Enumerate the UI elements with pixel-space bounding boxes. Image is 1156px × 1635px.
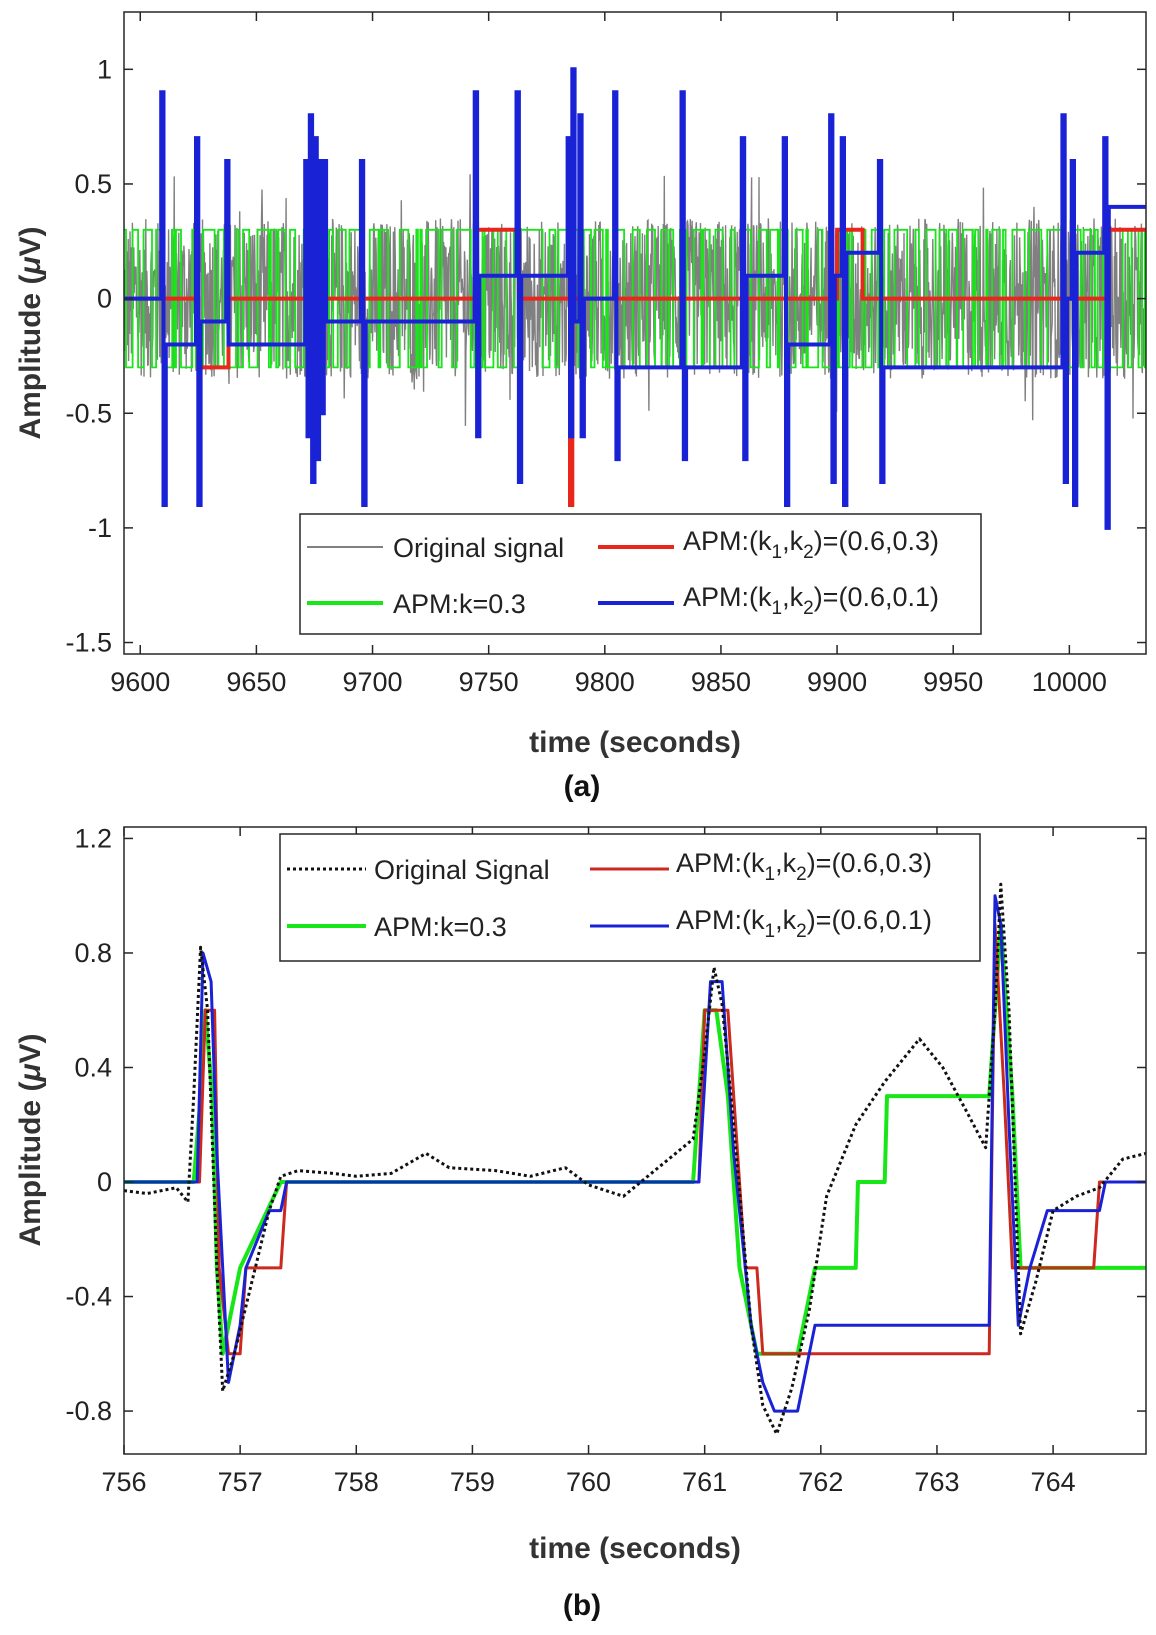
series-apm-k06-03-b bbox=[124, 922, 1146, 1356]
series-group-a bbox=[124, 67, 1146, 530]
y-tick-label-a: 0 bbox=[97, 284, 112, 314]
legend-box-b bbox=[279, 833, 981, 962]
axes-frame-a bbox=[123, 11, 1147, 655]
x-tick-label-b: 759 bbox=[450, 1467, 495, 1497]
x-tick-label-b: 756 bbox=[101, 1467, 146, 1497]
series-apm-k06-01-b bbox=[124, 894, 1146, 1413]
axis-ticks-b: 756 757 758 759 760 761 762 763 764 1.2 0.8 0.4 0 -0.… bbox=[65, 823, 1146, 1497]
legend-label-original-b: Original Signal bbox=[374, 855, 550, 885]
x-axis-label-a: time (seconds) bbox=[529, 726, 741, 759]
caption-a: (a) bbox=[564, 770, 601, 803]
x-tick-label-a: 9600 bbox=[110, 667, 170, 697]
x-axis-label-b: time (seconds) bbox=[529, 1532, 741, 1565]
axes-frame-b bbox=[123, 826, 1147, 1455]
x-tick-label-a: 9700 bbox=[342, 667, 402, 697]
x-tick-label-b: 761 bbox=[682, 1467, 727, 1497]
legend-label-green: APM:k=0.3 bbox=[393, 589, 526, 619]
legend-box-a bbox=[299, 513, 982, 635]
y-axis-label-a: Amplitude (μV) bbox=[14, 226, 47, 439]
legend-label-blue-b: APM:(k1,k2)=(0.6,0.1) bbox=[676, 905, 932, 942]
x-tick-label-a: 9750 bbox=[459, 667, 519, 697]
legend-b: Original Signal APM:(k1,k2)=(0.6,0.3) AP… bbox=[279, 833, 981, 962]
x-tick-label-b: 764 bbox=[1031, 1467, 1076, 1497]
x-tick-label-b: 760 bbox=[566, 1467, 611, 1497]
x-tick-label-b: 758 bbox=[334, 1467, 379, 1497]
chart-a: 9600 9650 9700 9750 9800 9850 9900 9950 10000 1 0.… bbox=[14, 11, 1147, 803]
x-tick-label-a: 9850 bbox=[691, 667, 751, 697]
x-tick-label-b: 757 bbox=[218, 1467, 263, 1497]
legend-label-red: APM:(k1,k2)=(0.6,0.3) bbox=[683, 526, 939, 563]
y-tick-label-a: -1 bbox=[88, 513, 112, 543]
y-tick-label-a: -1.5 bbox=[65, 628, 112, 658]
caption-b: (b) bbox=[563, 1589, 601, 1622]
series-apm-k06-01-a bbox=[124, 67, 1146, 530]
y-tick-label-b: 0 bbox=[97, 1167, 112, 1197]
series-group-b bbox=[124, 882, 1146, 1436]
x-tick-label-b: 763 bbox=[914, 1467, 959, 1497]
y-tick-label-b: 1.2 bbox=[74, 823, 112, 853]
y-tick-label-b: -0.8 bbox=[65, 1396, 112, 1426]
legend-a: Original signal APM:(k1,k2)=(0.6,0.3) AP… bbox=[299, 513, 982, 635]
legend-label-green-b: APM:k=0.3 bbox=[374, 912, 507, 942]
legend-label-blue: APM:(k1,k2)=(0.6,0.1) bbox=[683, 582, 939, 619]
series-original-signal-b bbox=[124, 882, 1146, 1436]
y-tick-label-b: -0.4 bbox=[65, 1282, 112, 1312]
y-tick-label-a: -0.5 bbox=[65, 398, 112, 428]
x-tick-label-a: 9900 bbox=[807, 667, 867, 697]
legend-label-red-b: APM:(k1,k2)=(0.6,0.3) bbox=[676, 848, 932, 885]
legend-label-original: Original signal bbox=[393, 533, 564, 563]
y-tick-label-b: 0.8 bbox=[74, 938, 112, 968]
x-tick-label-a: 10000 bbox=[1032, 667, 1107, 697]
chart-b: 756 757 758 759 760 761 762 763 764 1.2 0.8 0.4 0 -0.… bbox=[14, 823, 1147, 1622]
y-tick-label-a: 1 bbox=[97, 54, 112, 84]
x-tick-label-b: 762 bbox=[798, 1467, 843, 1497]
x-tick-label-a: 9800 bbox=[575, 667, 635, 697]
y-tick-label-a: 0.5 bbox=[74, 169, 112, 199]
y-axis-label-b: Amplitude (μV) bbox=[14, 1033, 47, 1246]
y-tick-label-b: 0.4 bbox=[74, 1052, 112, 1082]
x-tick-label-a: 9650 bbox=[226, 667, 286, 697]
axis-ticks-a: 9600 9650 9700 9750 9800 9850 9900 9950 10000 1 0.… bbox=[65, 12, 1146, 697]
x-tick-label-a: 9950 bbox=[923, 667, 983, 697]
